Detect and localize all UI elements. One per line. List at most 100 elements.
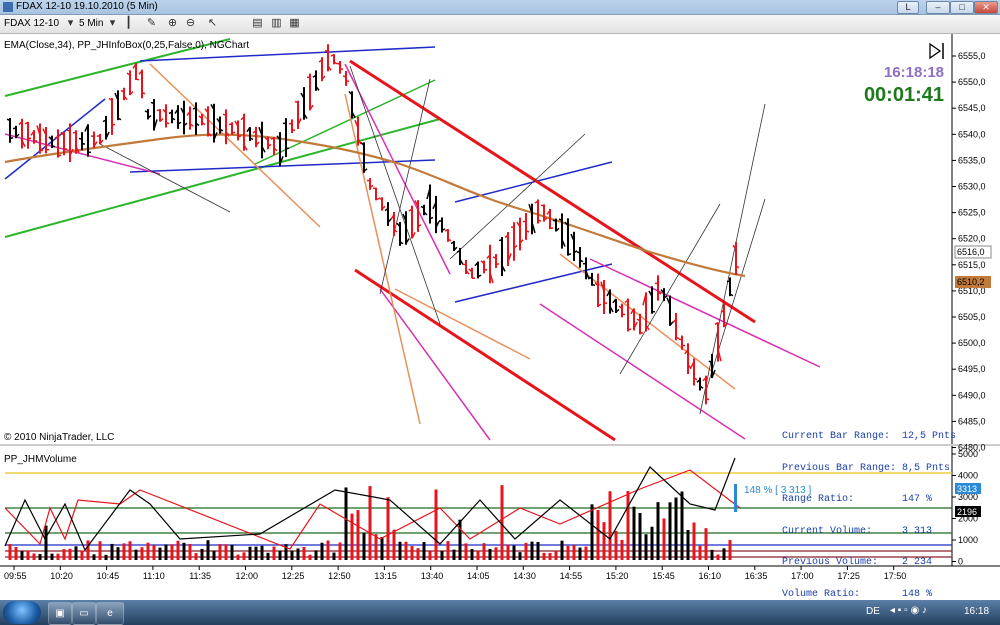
volume-bar bbox=[710, 549, 714, 560]
volume-bar bbox=[140, 547, 144, 560]
volume-bar bbox=[674, 497, 678, 560]
instrument-selector[interactable]: FDAX 12-10 bbox=[4, 18, 60, 29]
chart-canvas[interactable]: 6555,0 6550,0 6545,0 6540,0 6535,0 6530,0 6525… bbox=[0, 34, 1000, 600]
close-button[interactable]: ✕ bbox=[974, 1, 998, 14]
volume-bar bbox=[380, 536, 384, 560]
minimize-button[interactable]: – bbox=[926, 1, 950, 14]
price-bar-open bbox=[396, 222, 401, 228]
price-bar-close bbox=[189, 123, 194, 127]
price-bar-close bbox=[663, 295, 668, 299]
volume-bar bbox=[272, 546, 276, 560]
price-bar-close bbox=[453, 246, 458, 251]
volume-tick-label: 0 bbox=[958, 557, 963, 567]
price-bar-close bbox=[147, 115, 152, 119]
price-bar-close bbox=[15, 133, 20, 138]
volume-bar bbox=[20, 551, 24, 560]
chevron-down-icon[interactable]: ▾ bbox=[67, 17, 74, 29]
volume-bar bbox=[104, 554, 108, 560]
browser-icon[interactable]: e bbox=[96, 602, 124, 625]
price-bar-close bbox=[57, 154, 62, 157]
price-bar-close bbox=[591, 283, 596, 287]
price-bar-open bbox=[648, 290, 653, 297]
price-bar-open bbox=[702, 377, 707, 382]
zoom-out-icon[interactable]: ⊖ bbox=[185, 17, 196, 29]
current-volume-bar bbox=[734, 484, 737, 512]
scroll-end-icon[interactable] bbox=[929, 42, 944, 60]
interval-selector[interactable]: 5 Min bbox=[79, 18, 104, 29]
taskbar-app-icon[interactable]: ▭ bbox=[72, 602, 96, 625]
price-bar-close bbox=[219, 128, 224, 132]
price-bar-open bbox=[516, 221, 521, 228]
price-bar-open bbox=[174, 108, 179, 114]
volume-bar bbox=[470, 549, 474, 560]
chart-area[interactable]: 6555,0 6550,0 6545,0 6540,0 6535,0 6530,0 6525… bbox=[0, 34, 1000, 600]
price-bar-open bbox=[252, 130, 257, 134]
price-bar-open bbox=[576, 251, 581, 254]
price-bar-open bbox=[258, 127, 263, 136]
taskbar-clock[interactable]: 16:18 bbox=[964, 606, 990, 617]
time-axis: 09:55 10:20 10:45 11:10 11:35 12:00 12:25 12:50… bbox=[4, 566, 906, 581]
time-tick-label: 17:50 bbox=[884, 571, 907, 581]
price-bar-close bbox=[555, 227, 560, 232]
price-bar-open bbox=[342, 75, 347, 78]
trend-line bbox=[4, 133, 161, 175]
price-bar-close bbox=[159, 118, 164, 123]
chevron-down-icon[interactable]: ▾ bbox=[109, 17, 116, 29]
volume-bar bbox=[644, 534, 648, 560]
price-tick-label: 6535,0 bbox=[958, 155, 986, 165]
trend-line bbox=[349, 59, 756, 324]
volume-bar bbox=[446, 541, 450, 560]
price-bar-open bbox=[150, 101, 155, 105]
price-bar-close bbox=[261, 146, 266, 153]
price-tick-label: 6515,0 bbox=[958, 260, 986, 270]
price-bar-open bbox=[606, 289, 611, 297]
price-bar-open bbox=[138, 70, 143, 75]
price-bar-open bbox=[168, 111, 173, 114]
clock-time: 16:18:18 bbox=[883, 64, 944, 81]
volume-bar bbox=[554, 550, 558, 560]
time-tick-label: 12:00 bbox=[236, 571, 259, 581]
price-bar-open bbox=[114, 92, 119, 101]
system-tray: DE ◂ ▪ ▫ ◉ ♪ 16:18 bbox=[860, 600, 1000, 625]
info-line: Previous Volume: 2 234 bbox=[782, 557, 933, 568]
volume-bar bbox=[110, 543, 114, 560]
price-bar-close bbox=[123, 95, 128, 100]
volume-bar bbox=[362, 532, 366, 560]
price-bar-open bbox=[558, 218, 563, 222]
info-box: Current Bar Range: 12,5 Pnts Previous Ba… bbox=[782, 411, 956, 611]
zoom-in-icon[interactable]: ⊕ bbox=[167, 17, 178, 29]
time-tick-label: 10:20 bbox=[50, 571, 73, 581]
chart-toolbar: FDAX 12-10 ▾ 5 Min ▾ ┃ ✎ ⊕ ⊖ ↖ ▤ ▥ ▦ bbox=[0, 15, 1000, 34]
link-button[interactable]: L bbox=[897, 1, 919, 14]
price-bar-close bbox=[465, 269, 470, 275]
price-bar-close bbox=[429, 216, 434, 220]
bar-style-icon[interactable]: ┃ bbox=[125, 17, 132, 29]
trend-line bbox=[349, 65, 441, 325]
pencil-icon[interactable]: ✎ bbox=[146, 17, 157, 29]
volume-bar bbox=[638, 512, 642, 560]
volume-bar bbox=[188, 543, 192, 560]
tray-icons[interactable]: ◂ ▪ ▫ ◉ ♪ bbox=[890, 605, 927, 616]
volume-bar bbox=[122, 543, 126, 560]
price-bar-close bbox=[381, 205, 386, 210]
price-bar-close bbox=[369, 184, 374, 189]
taskbar-app-icon[interactable]: ▣ bbox=[48, 602, 72, 625]
properties-icon[interactable]: ▤ bbox=[252, 17, 263, 29]
price-bar-open bbox=[384, 207, 389, 212]
price-bar-open bbox=[420, 205, 425, 209]
trend-line bbox=[619, 203, 721, 375]
maximize-button[interactable]: □ bbox=[950, 1, 974, 14]
cursor-icon[interactable]: ↖ bbox=[207, 17, 218, 29]
price-bar-close bbox=[705, 398, 710, 401]
indicators-icon[interactable]: ▦ bbox=[289, 17, 300, 29]
price-bar-open bbox=[498, 238, 503, 242]
price-bar-open bbox=[12, 127, 17, 130]
strategy-icon[interactable]: ▥ bbox=[271, 17, 282, 29]
language-indicator[interactable]: DE bbox=[866, 606, 880, 617]
volume-bar bbox=[194, 553, 198, 560]
start-button[interactable] bbox=[3, 601, 41, 624]
price-bar-close bbox=[495, 262, 500, 266]
price-bar-open bbox=[642, 293, 647, 306]
app-icon bbox=[3, 2, 13, 12]
price-bar-open bbox=[402, 213, 407, 222]
